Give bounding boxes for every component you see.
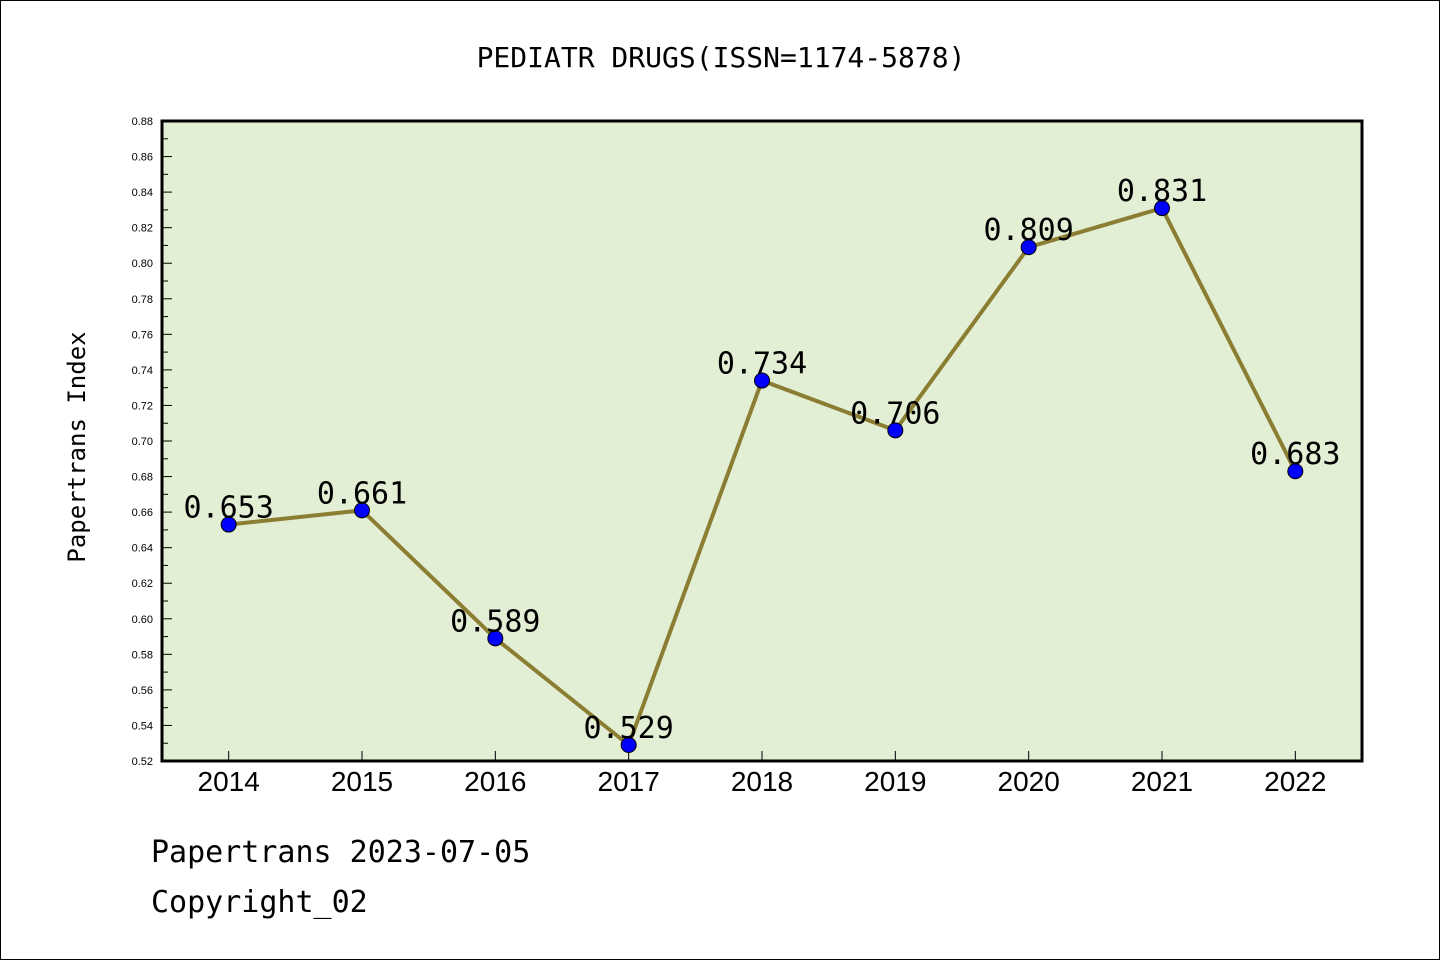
data-point [1020, 239, 1037, 256]
y-tick-label: 0.56 [132, 685, 153, 697]
y-tick-label: 0.58 [132, 649, 153, 661]
y-tick-label: 0.74 [132, 365, 153, 377]
x-tick-label: 2019 [864, 766, 926, 797]
data-label: 0.653 [184, 491, 274, 526]
y-tick-label: 0.62 [132, 578, 153, 590]
plot-border [160, 119, 1364, 763]
data-label: 0.809 [984, 213, 1074, 248]
x-tick-label: 2016 [464, 766, 526, 797]
data-point [220, 516, 237, 533]
footer-date: Papertrans 2023-07-05 [151, 835, 531, 870]
data-point [354, 502, 370, 519]
y-tick-label: 0.82 [132, 223, 153, 235]
x-tick-label: 2015 [331, 766, 393, 797]
data-label: 0.661 [317, 476, 407, 511]
data-label: 0.734 [717, 347, 807, 382]
y-tick-label: 0.64 [132, 543, 153, 555]
y-tick-label: 0.70 [132, 436, 153, 448]
data-label: 0.683 [1250, 437, 1340, 472]
y-tick-label: 0.60 [132, 614, 153, 626]
y-tick-label: 0.68 [132, 472, 153, 484]
x-tick-label: 2014 [198, 766, 260, 797]
data-point [620, 737, 637, 753]
y-tick-label: 0.86 [132, 152, 153, 164]
data-label: 0.706 [850, 396, 940, 431]
footer-copyright: Copyright_02 [151, 885, 368, 920]
plot-area [162, 121, 1362, 761]
data-label: 0.589 [450, 604, 540, 639]
y-tick-label: 0.52 [132, 756, 153, 768]
data-point [1154, 200, 1170, 217]
y-tick-label: 0.84 [132, 187, 153, 199]
data-point [1287, 463, 1304, 480]
data-point [754, 372, 770, 389]
chart-title: PEDIATR DRUGS(ISSN=1174-5878) [477, 41, 966, 74]
y-tick-label: 0.66 [132, 507, 153, 519]
y-tick-label: 0.54 [132, 720, 153, 732]
x-tick-label: 2022 [1264, 766, 1326, 797]
y-axis-label: Papertrans Index [63, 331, 91, 562]
data-series: 0.653 0.661 0.589 0.529 0.734 0.706 0.809 0.831… [184, 174, 1340, 753]
y-tick-label: 0.78 [132, 294, 153, 306]
data-label: 0.831 [1117, 174, 1207, 209]
y-axis: 0.52 0.54 0.56 0.58 0.60 0.62 0.64 0.66 0.68 0.70… [132, 116, 172, 768]
y-tick-label: 0.72 [132, 400, 153, 412]
data-label: 0.529 [584, 711, 674, 746]
x-tick-label: 2020 [998, 766, 1060, 797]
data-point [487, 630, 504, 647]
x-tick-label: 2017 [598, 766, 660, 797]
y-tick-label: 0.76 [132, 329, 153, 341]
x-axis: 2014 2015 2016 2017 2018 2019 2020 2021 2022 [198, 751, 1326, 797]
x-tick-label: 2021 [1131, 766, 1193, 797]
x-tick-label: 2018 [731, 766, 793, 797]
y-tick-label: 0.88 [132, 116, 153, 128]
y-tick-label: 0.80 [132, 258, 153, 270]
data-point [887, 422, 904, 439]
